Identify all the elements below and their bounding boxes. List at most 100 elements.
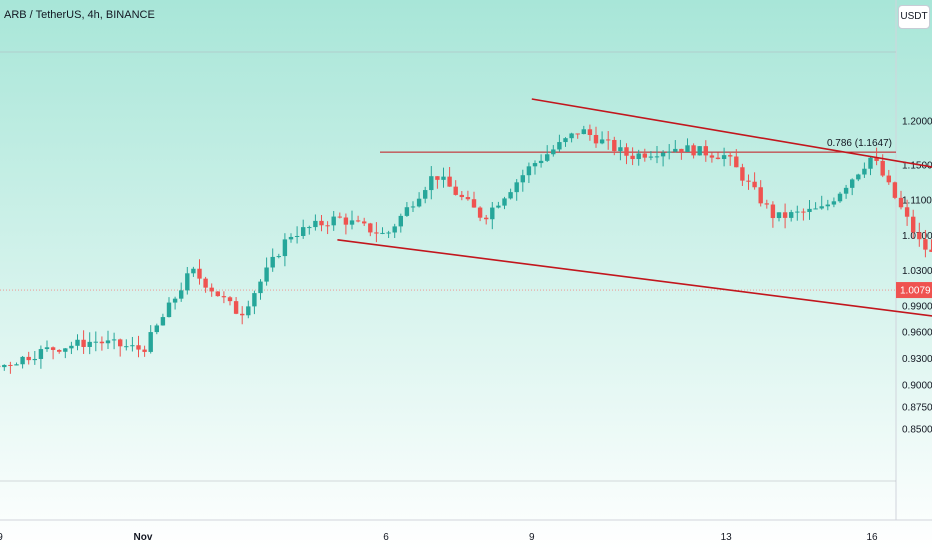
candle: [355, 215, 361, 223]
candle: [374, 222, 379, 243]
candle: [197, 259, 202, 285]
candle: [258, 279, 263, 300]
candle: [252, 290, 257, 315]
candle: [270, 248, 275, 272]
candle-body: [416, 198, 422, 207]
candle-body: [667, 151, 672, 153]
candle-body: [93, 341, 98, 343]
candle: [386, 230, 391, 239]
candle-body: [587, 129, 593, 135]
y-tick-label: 1.2000: [902, 117, 932, 128]
candle-body: [551, 149, 556, 155]
candle-body: [325, 225, 330, 227]
candle: [569, 132, 574, 143]
candle: [831, 197, 837, 208]
candle-body: [679, 148, 684, 152]
candle: [886, 169, 891, 185]
candle: [325, 221, 330, 235]
candle-body: [172, 298, 178, 303]
candle: [496, 201, 501, 209]
candle: [38, 345, 44, 369]
candle-body: [148, 332, 153, 352]
currency-button[interactable]: USDT: [898, 5, 930, 29]
candle-body: [526, 166, 532, 176]
channel-upper-trendline[interactable]: [531, 98, 932, 272]
candle-body: [87, 341, 92, 347]
candle: [20, 355, 25, 369]
candle-body: [136, 345, 141, 350]
candle-body: [502, 198, 507, 206]
candle: [307, 225, 312, 235]
candle-body: [233, 301, 239, 314]
candle: [57, 349, 62, 354]
candle-body: [593, 134, 599, 144]
candle-body: [892, 182, 898, 198]
candle: [209, 283, 214, 297]
candle: [825, 199, 830, 211]
y-tick-label: 0.9900: [902, 301, 932, 312]
candle: [435, 176, 440, 189]
candle: [362, 217, 367, 227]
candle: [368, 222, 373, 237]
candle: [599, 131, 605, 145]
candle: [331, 211, 336, 231]
candle-body: [392, 226, 397, 233]
candle-body: [118, 339, 123, 347]
candle: [758, 180, 763, 207]
candle: [118, 338, 123, 357]
candle-body: [337, 216, 342, 218]
candle: [471, 191, 477, 208]
candle: [203, 276, 208, 293]
candle-body: [837, 193, 843, 202]
channel-lower-trendline[interactable]: [337, 239, 932, 408]
candle: [624, 143, 629, 165]
candle: [508, 188, 513, 200]
candle-body: [301, 227, 306, 236]
candle: [862, 162, 867, 178]
candle-body: [776, 212, 782, 219]
candle-body: [57, 349, 62, 352]
candle-body: [197, 268, 202, 279]
candle-body: [880, 160, 885, 176]
candle-body: [752, 181, 757, 188]
candle-body: [362, 221, 367, 224]
candle-body: [532, 163, 538, 167]
candle-body: [563, 138, 568, 143]
y-tick-label: 1.0700: [902, 231, 932, 242]
candle: [917, 222, 922, 247]
candle: [923, 229, 928, 258]
candle-body: [227, 297, 233, 302]
candle: [185, 266, 190, 295]
candle-body: [69, 345, 74, 349]
candle-body: [447, 176, 452, 187]
candle: [795, 205, 800, 221]
candle: [673, 140, 678, 153]
candle-body: [691, 145, 696, 156]
candle: [557, 134, 562, 152]
candle-body: [898, 197, 904, 208]
current-price-tag: [896, 282, 932, 299]
candle: [868, 156, 873, 176]
candle: [843, 184, 849, 199]
candle: [423, 186, 428, 204]
candle: [734, 149, 739, 168]
candle-body: [313, 220, 318, 228]
candle-body: [258, 281, 263, 294]
candle: [179, 282, 184, 302]
candle: [221, 291, 227, 304]
candle: [642, 148, 647, 162]
candle-body: [514, 182, 519, 193]
candle: [404, 202, 410, 217]
candle-body: [795, 211, 800, 213]
candle: [648, 151, 654, 161]
candle-body: [423, 190, 428, 199]
y-tick-label: 1.0300: [902, 266, 932, 277]
candle-body: [130, 345, 135, 347]
candle-body: [319, 220, 324, 226]
candle-body: [545, 154, 550, 161]
candle-body: [221, 296, 227, 298]
candle: [240, 306, 245, 325]
candle: [532, 160, 538, 175]
